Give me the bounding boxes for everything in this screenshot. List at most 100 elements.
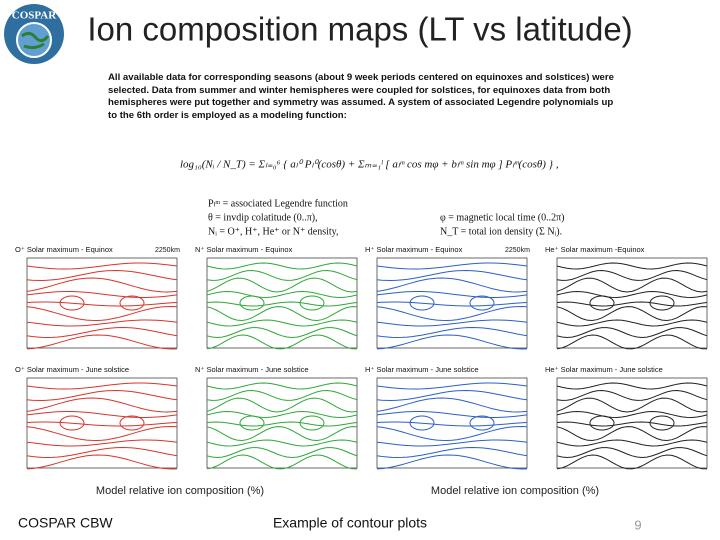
definition: θ = invdip colatitude (0..π), (208, 212, 318, 223)
contour-line (556, 410, 708, 419)
page-number: 9 (634, 517, 641, 532)
contour-line (556, 306, 708, 322)
contour-line (556, 421, 708, 427)
logo-globe (16, 22, 52, 58)
contour-line (26, 454, 178, 470)
contour-line (206, 319, 358, 327)
contour-line (556, 447, 708, 459)
contour-line (26, 326, 178, 339)
caption: Model relative ion composition (%) (96, 485, 264, 497)
panel-title: N⁺ Solar maximum - Equinox (195, 245, 293, 254)
contour-line (26, 334, 178, 350)
contour-line (26, 425, 178, 442)
contour-line (376, 446, 528, 459)
contour-line (556, 301, 708, 307)
contour-line (26, 397, 178, 413)
contour-line (556, 277, 708, 293)
contour-line (206, 447, 358, 459)
contour-line (376, 326, 528, 339)
caption: Model relative ion composition (%) (431, 485, 599, 497)
contour-line (26, 291, 178, 298)
contour-line (376, 454, 528, 470)
contour-line (206, 382, 358, 390)
panel-title: He⁺ Solar maximum - June solstice (545, 365, 663, 374)
slide-title: Ion composition maps (LT vs latitude) (87, 11, 632, 48)
contour-line (376, 291, 528, 298)
contour-loop (649, 415, 675, 431)
definition: Nᵢ = O⁺, H⁺, He⁺ or N⁺ density, (208, 226, 339, 237)
paragraph-box: All available data for corresponding sea… (108, 72, 614, 121)
contour-line (376, 334, 528, 350)
contour-line (376, 269, 528, 282)
contours (376, 262, 528, 350)
contour-line (556, 269, 708, 281)
contour-loop (409, 415, 435, 431)
panel-altitude: 2250km (155, 247, 180, 254)
panel-title: H⁺ Solar maximum - June solstice (365, 365, 479, 374)
contour-line (26, 269, 178, 282)
formula: log₁₀(Nᵢ / N_T) = Σₗ₌₀⁶ { aₗ⁰ Pₗ⁰(cosθ) … (180, 159, 559, 171)
contour-line (556, 397, 708, 413)
contour-line (556, 319, 708, 327)
panel-title: He⁺ Solar maximum -Equinox (545, 245, 645, 254)
contour-line (556, 382, 708, 390)
contour-line (206, 269, 358, 281)
contour-line (26, 319, 178, 327)
contour-loop (589, 415, 615, 431)
contours (26, 382, 178, 470)
logo-land (21, 31, 50, 50)
panel-title: N⁺ Solar maximum - June solstice (195, 365, 309, 374)
contour-line (376, 411, 528, 418)
contour-line (376, 421, 528, 427)
contour-line (26, 382, 178, 390)
logo-text: COSPAR (12, 10, 57, 22)
contour-loop (409, 295, 435, 311)
contour-line (206, 421, 358, 427)
footer-center: Example of contour plots (273, 515, 427, 531)
contour-line (206, 389, 358, 401)
paragraph: All available data for corresponding sea… (108, 72, 614, 121)
contour-line (26, 421, 178, 427)
panel-title: O⁺ Solar maximum - June solstice (15, 365, 129, 374)
contour-loop (59, 295, 85, 311)
contour-line (26, 301, 178, 307)
contour-loop (589, 295, 615, 311)
contour-loop (119, 415, 145, 431)
contour-line (26, 446, 178, 459)
definition: φ = magnetic local time (0..2π) (440, 212, 564, 223)
contour-line (26, 262, 178, 270)
contour-line (376, 425, 528, 442)
contour-loop (469, 295, 495, 311)
contour-line (26, 439, 178, 447)
contour-line (206, 454, 358, 470)
contour-line (206, 290, 358, 299)
contour-line (556, 426, 708, 442)
contour-line (556, 439, 708, 447)
contour-loop (59, 415, 85, 431)
contour-line (376, 382, 528, 390)
definition: N_T = total ion density (Σ Nᵢ). (440, 226, 562, 237)
contour-line (26, 277, 178, 293)
contours (556, 382, 708, 470)
contour-loop (239, 415, 265, 431)
contour-loop (469, 415, 495, 431)
contour-line (206, 439, 358, 447)
panel-title: O⁺ Solar maximum - Equinox (15, 245, 113, 254)
contour-line (26, 389, 178, 402)
contour-line (376, 301, 528, 307)
footer-left: COSPAR CBW (18, 515, 113, 531)
contour-line (206, 397, 358, 413)
contour-line (26, 305, 178, 322)
contour-line (376, 277, 528, 293)
contour-loop (119, 295, 145, 311)
contour-line (206, 327, 358, 339)
contour-line (556, 290, 708, 299)
contour-line (376, 319, 528, 327)
contour-line (26, 411, 178, 418)
contour-loop (649, 295, 675, 311)
contour-line (556, 334, 708, 350)
contour-loop (299, 295, 325, 311)
contour-line (376, 262, 528, 270)
contour-line (376, 397, 528, 413)
